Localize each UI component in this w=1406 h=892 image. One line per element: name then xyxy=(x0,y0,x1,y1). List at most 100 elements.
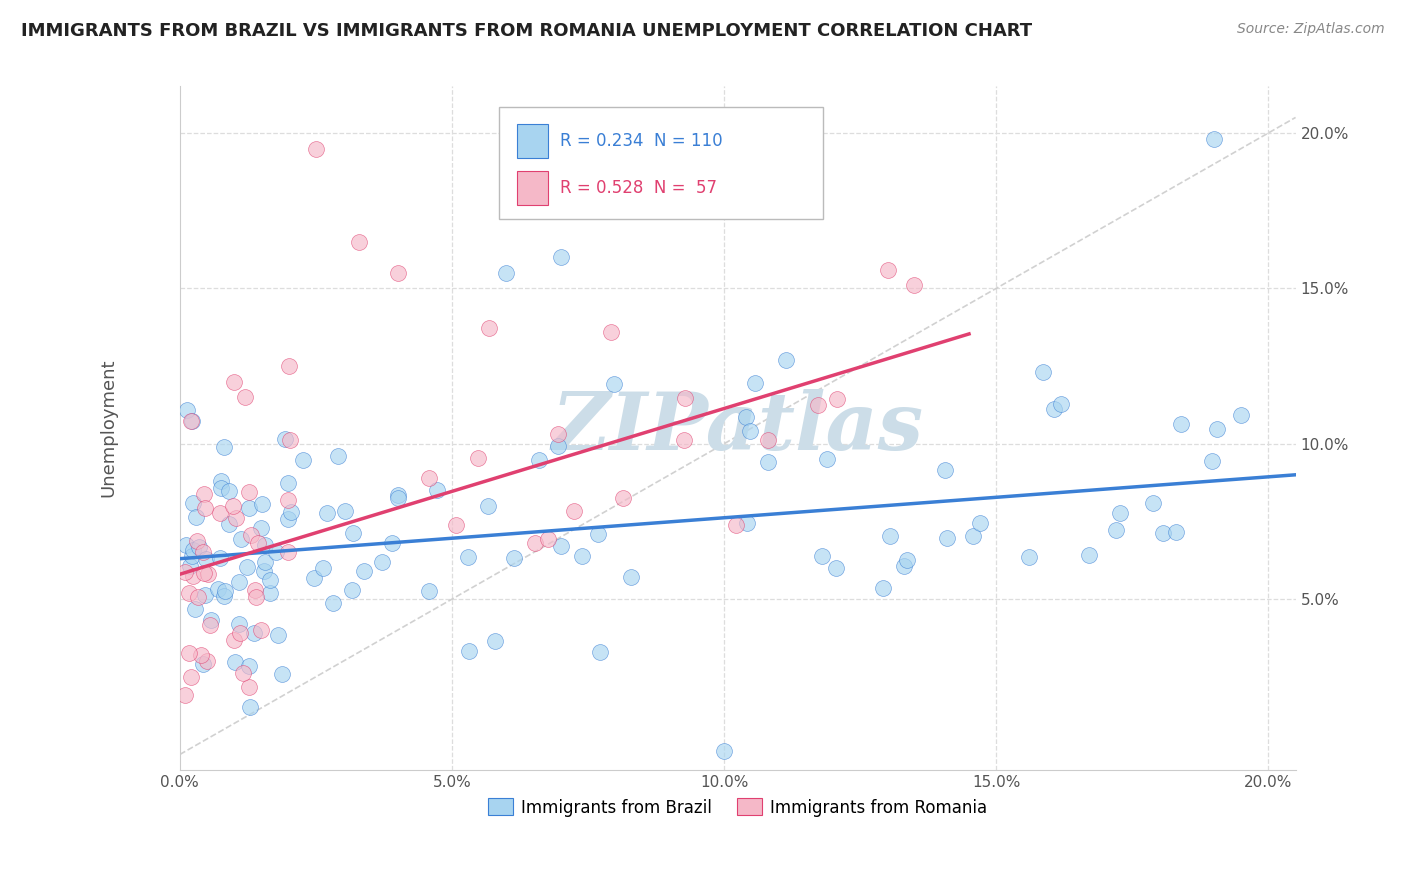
Point xyxy=(775,352,797,367)
Point xyxy=(278,433,301,447)
Point xyxy=(229,626,252,640)
Point xyxy=(1043,401,1066,416)
Point xyxy=(181,542,204,557)
Point xyxy=(724,518,747,533)
Point xyxy=(181,496,204,510)
Point xyxy=(550,539,572,553)
Point xyxy=(188,540,211,554)
Point xyxy=(527,452,550,467)
Point xyxy=(212,440,235,454)
Point xyxy=(238,659,260,673)
Point xyxy=(186,533,208,548)
Point xyxy=(1142,496,1164,510)
Point xyxy=(239,700,262,714)
Point xyxy=(371,555,394,569)
Point xyxy=(193,566,215,580)
Point xyxy=(547,439,569,453)
Point xyxy=(209,474,232,488)
Point xyxy=(807,398,830,412)
Point xyxy=(825,392,848,406)
Point xyxy=(934,463,956,477)
Point xyxy=(312,561,335,575)
Point xyxy=(264,545,287,559)
Point xyxy=(523,536,546,550)
Point xyxy=(191,544,214,558)
Point xyxy=(477,499,499,513)
Point xyxy=(537,533,560,547)
Point xyxy=(239,528,262,542)
Point xyxy=(224,375,246,389)
Point xyxy=(349,235,371,249)
Point xyxy=(872,581,894,595)
Point xyxy=(896,553,918,567)
Point xyxy=(236,559,259,574)
Point xyxy=(209,482,232,496)
Point xyxy=(547,427,569,442)
Point xyxy=(876,263,898,277)
Point xyxy=(550,250,572,264)
Point xyxy=(503,551,526,566)
Point xyxy=(191,657,214,671)
Point xyxy=(326,449,349,463)
Point xyxy=(195,654,218,668)
Point xyxy=(271,667,294,681)
Point xyxy=(564,504,586,518)
Point xyxy=(180,414,202,428)
Point xyxy=(1077,548,1099,562)
Point xyxy=(179,558,201,573)
Point xyxy=(735,516,758,530)
Point xyxy=(242,625,264,640)
Point xyxy=(197,566,219,581)
Point xyxy=(673,392,696,406)
Point xyxy=(232,666,254,681)
Point xyxy=(893,558,915,573)
Point xyxy=(224,511,246,525)
Point xyxy=(277,493,299,508)
Point xyxy=(198,618,221,632)
Point xyxy=(238,500,260,515)
Point xyxy=(735,409,758,424)
Point xyxy=(259,574,281,588)
Point xyxy=(245,583,267,598)
Point xyxy=(426,483,449,497)
Point xyxy=(1205,422,1227,436)
Point xyxy=(467,451,489,466)
Point xyxy=(228,574,250,589)
Point xyxy=(738,424,761,438)
Point xyxy=(1105,523,1128,537)
Point xyxy=(274,432,297,446)
Point xyxy=(495,266,517,280)
Y-axis label: Unemployment: Unemployment xyxy=(100,359,117,498)
Point xyxy=(228,617,250,632)
Point xyxy=(353,564,375,578)
Point xyxy=(484,634,506,648)
Point xyxy=(194,552,217,566)
Point xyxy=(181,568,204,582)
Point xyxy=(277,359,299,373)
Point xyxy=(673,433,696,447)
Point xyxy=(811,549,834,563)
Point xyxy=(209,506,232,520)
Point xyxy=(478,321,501,335)
Point xyxy=(222,633,245,648)
Point xyxy=(1050,397,1073,411)
Legend: Immigrants from Brazil, Immigrants from Romania: Immigrants from Brazil, Immigrants from … xyxy=(481,792,994,823)
Point xyxy=(589,645,612,659)
Point xyxy=(962,529,984,543)
Point xyxy=(222,500,245,514)
Point xyxy=(200,613,222,627)
Point xyxy=(176,538,198,552)
Point xyxy=(1152,526,1174,541)
Point xyxy=(744,376,766,390)
Point xyxy=(187,591,209,605)
Point xyxy=(936,531,959,545)
Point xyxy=(174,565,197,579)
Point xyxy=(603,376,626,391)
Point xyxy=(245,591,267,605)
Point xyxy=(177,585,200,599)
Point xyxy=(713,744,735,758)
Point xyxy=(218,484,240,499)
Point xyxy=(1109,506,1132,520)
Point xyxy=(1164,524,1187,539)
Point xyxy=(249,521,271,535)
